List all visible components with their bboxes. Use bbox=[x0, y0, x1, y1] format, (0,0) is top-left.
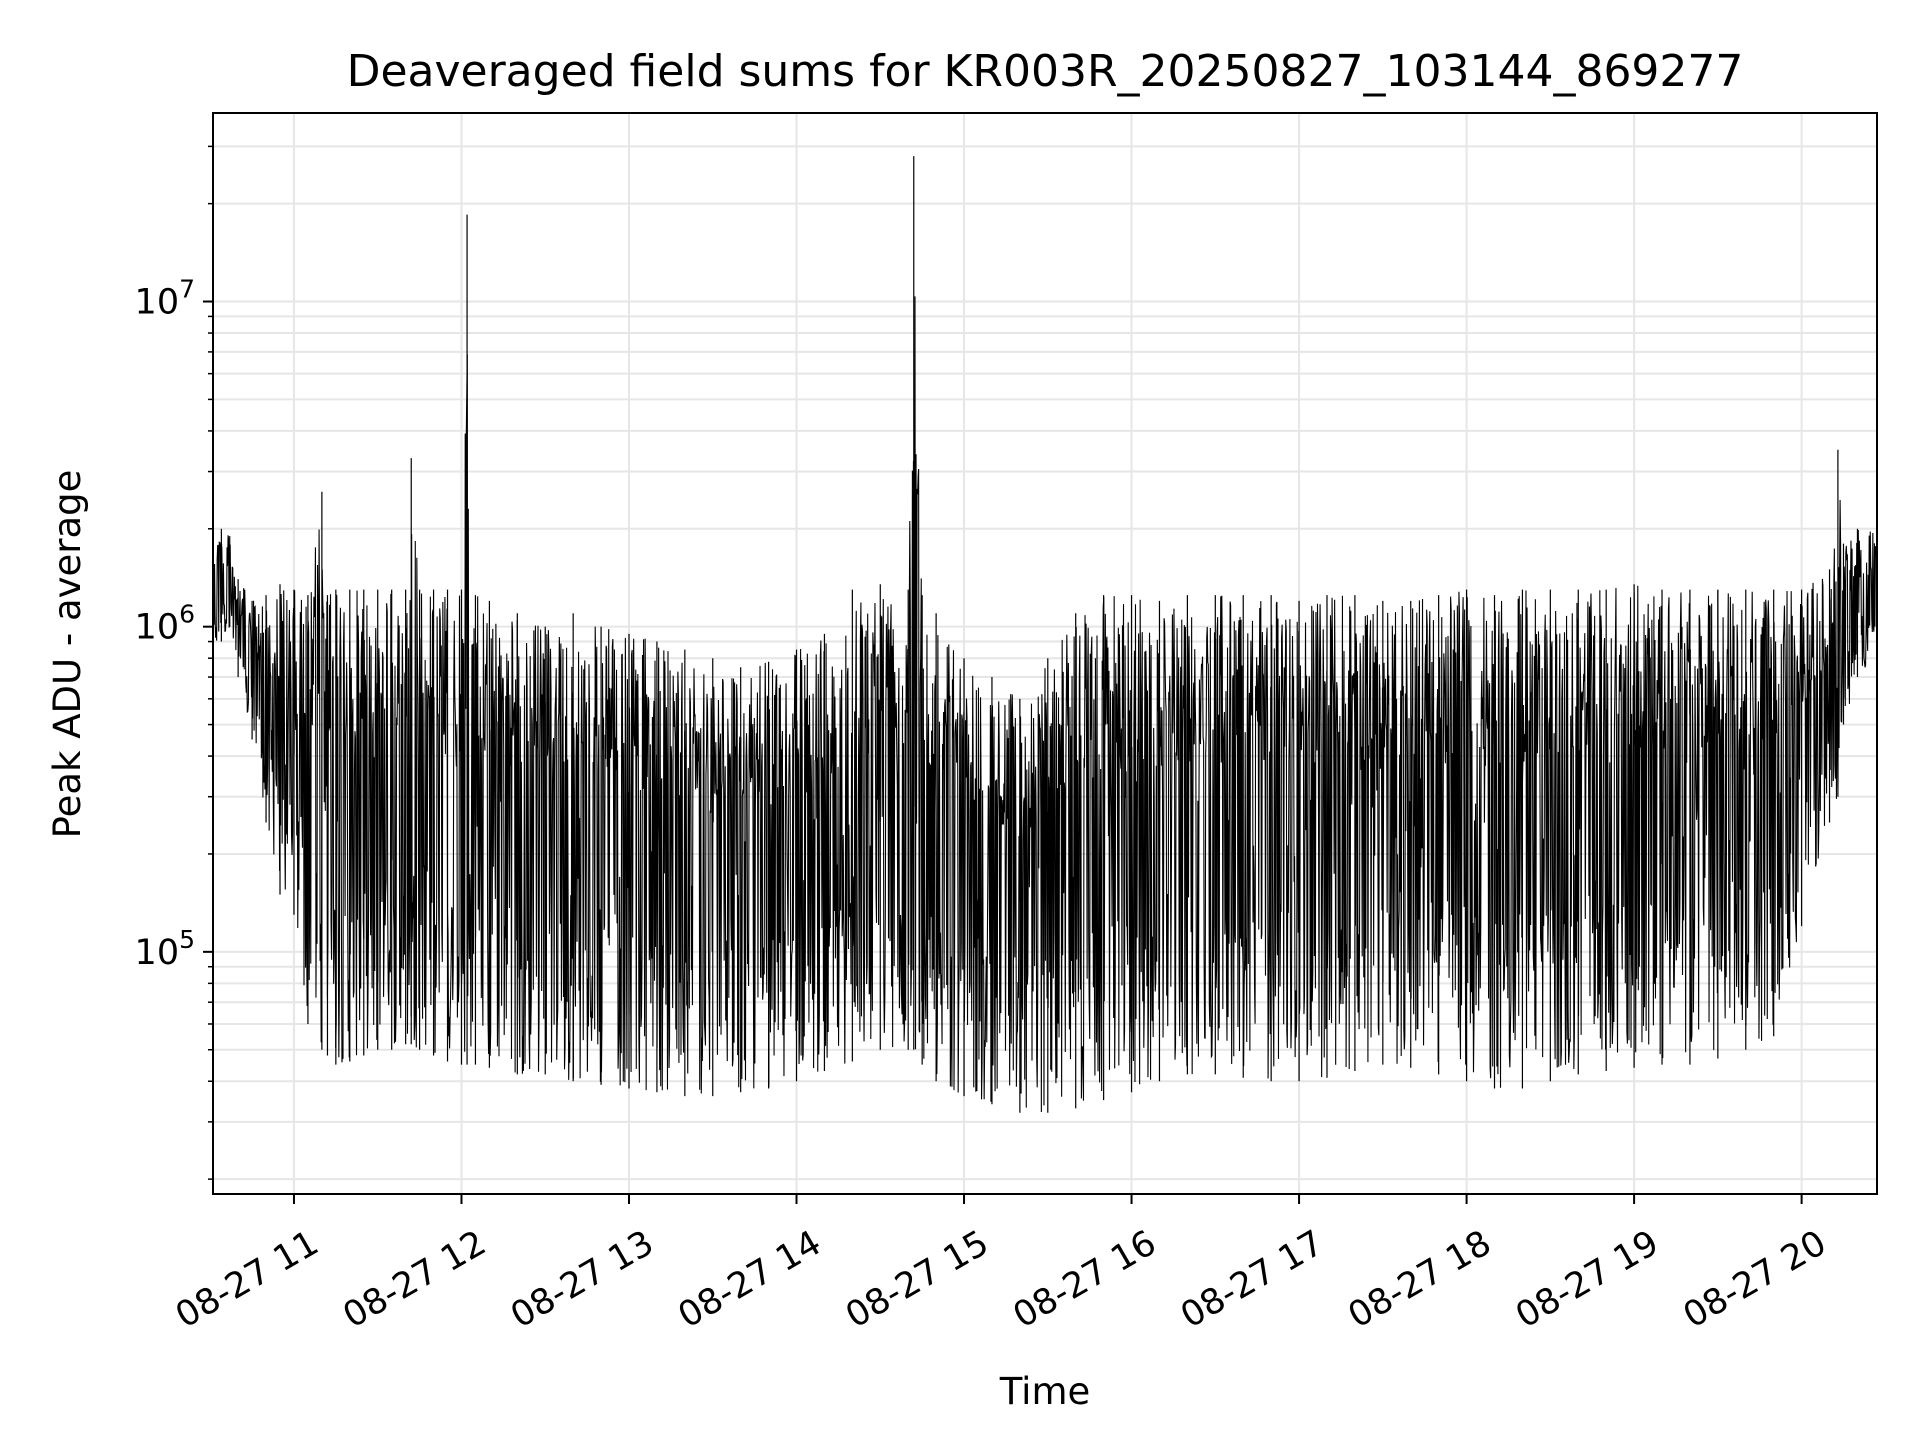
y-tick-base: 10 bbox=[135, 933, 180, 973]
x-axis-label: Time bbox=[999, 1370, 1091, 1413]
y-tick-exponent: 6 bbox=[179, 600, 195, 629]
y-tick-exponent: 7 bbox=[179, 275, 195, 304]
y-axis-label: Peak ADU - average bbox=[46, 470, 89, 839]
y-tick-base: 10 bbox=[135, 608, 180, 648]
y-tick-label: 107 bbox=[135, 275, 195, 323]
chart-title: Deaveraged field sums for KR003R_2025082… bbox=[347, 46, 1744, 97]
plot-frame bbox=[212, 112, 1878, 1195]
data-series bbox=[212, 156, 1878, 1113]
y-tick-exponent: 5 bbox=[179, 925, 195, 954]
y-tick-label: 106 bbox=[135, 600, 195, 648]
y-tick-label: 105 bbox=[135, 925, 195, 973]
y-tick-base: 10 bbox=[135, 283, 180, 323]
series-line bbox=[212, 296, 1878, 1112]
